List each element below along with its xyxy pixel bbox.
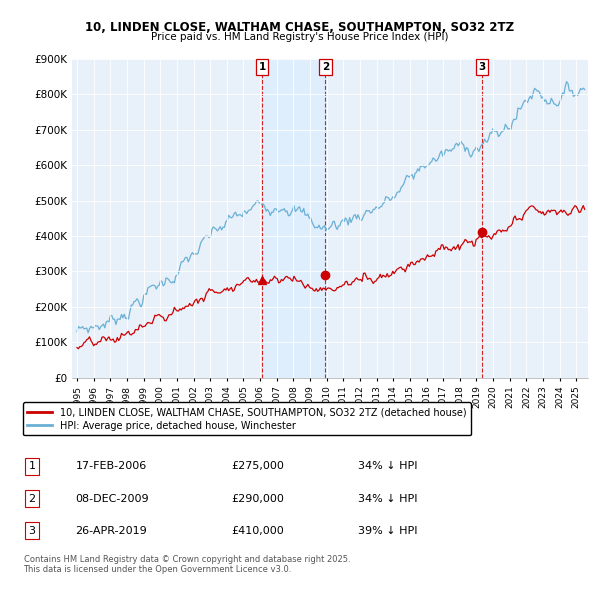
Text: £290,000: £290,000 (231, 494, 284, 503)
Text: 1: 1 (259, 62, 266, 72)
Text: 26-APR-2019: 26-APR-2019 (76, 526, 147, 536)
Text: Contains HM Land Registry data © Crown copyright and database right 2025.
This d: Contains HM Land Registry data © Crown c… (23, 555, 350, 574)
Text: 10, LINDEN CLOSE, WALTHAM CHASE, SOUTHAMPTON, SO32 2TZ: 10, LINDEN CLOSE, WALTHAM CHASE, SOUTHAM… (85, 21, 515, 34)
Legend: 10, LINDEN CLOSE, WALTHAM CHASE, SOUTHAMPTON, SO32 2TZ (detached house), HPI: Av: 10, LINDEN CLOSE, WALTHAM CHASE, SOUTHAM… (23, 402, 471, 435)
Text: 34% ↓ HPI: 34% ↓ HPI (358, 494, 417, 503)
Text: £275,000: £275,000 (231, 461, 284, 471)
Text: 39% ↓ HPI: 39% ↓ HPI (358, 526, 417, 536)
Bar (262, 59, 325, 378)
Text: 17-FEB-2006: 17-FEB-2006 (76, 461, 146, 471)
Text: 3: 3 (478, 62, 485, 72)
Text: 08-DEC-2009: 08-DEC-2009 (76, 494, 149, 503)
Text: 2: 2 (29, 494, 36, 503)
Text: 34% ↓ HPI: 34% ↓ HPI (358, 461, 417, 471)
Text: Price paid vs. HM Land Registry's House Price Index (HPI): Price paid vs. HM Land Registry's House … (151, 32, 449, 42)
Text: 1: 1 (29, 461, 35, 471)
Text: £410,000: £410,000 (231, 526, 284, 536)
Text: 2: 2 (322, 62, 329, 72)
Text: 3: 3 (29, 526, 35, 536)
